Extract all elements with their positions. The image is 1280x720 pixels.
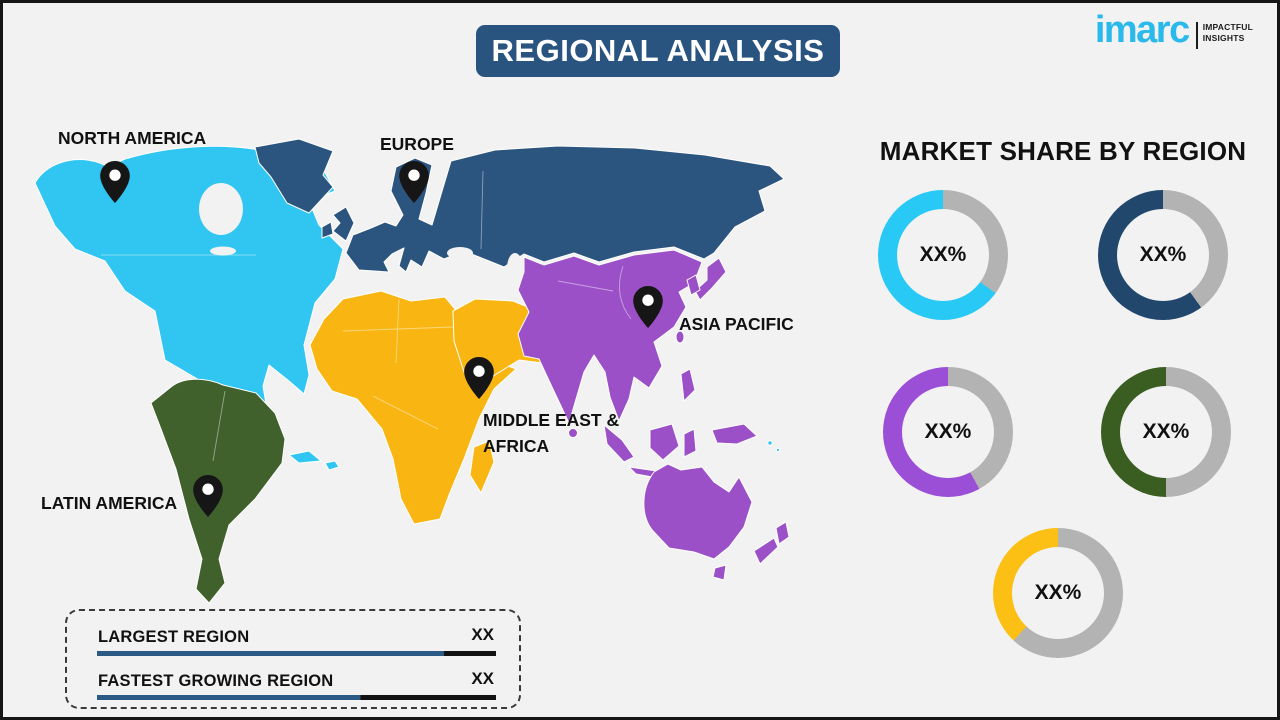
- label-middle-east-africa: MIDDLE EAST & AFRICA: [483, 410, 620, 456]
- donut-north-america: XX%: [878, 190, 1008, 320]
- donut-value-north-america: XX%: [897, 209, 989, 301]
- legend-bar-largest: [97, 651, 496, 656]
- donut-asia-pacific: XX%: [883, 367, 1013, 497]
- map-pin-latin-america: [193, 475, 223, 517]
- donut-value-europe: XX%: [1117, 209, 1209, 301]
- page-title: REGIONAL ANALYSIS: [491, 33, 825, 68]
- legend-label-largest: LARGEST REGION: [98, 628, 250, 646]
- legend-value-fastest: XX: [471, 669, 494, 688]
- label-asia-pacific: ASIA PACIFIC: [679, 314, 794, 334]
- legend-box: LARGEST REGION XX FASTEST GROWING REGION…: [65, 609, 521, 709]
- map-pin-north-america: [100, 161, 130, 203]
- logo-tagline: IMPACTFUL INSIGHTS: [1202, 22, 1253, 44]
- donut-latin-america: XX%: [1101, 367, 1231, 497]
- world-map: [34, 138, 790, 604]
- map-pin-middle-east-africa: [464, 357, 494, 399]
- logo-divider: [1195, 22, 1198, 49]
- donut-europe: XX%: [1098, 190, 1228, 320]
- legend-bar-fastest: [97, 695, 496, 700]
- country-borders: [101, 170, 632, 462]
- donut-value-latin-america: XX%: [1120, 386, 1212, 478]
- donut-middle-east-africa: XX%: [993, 528, 1123, 658]
- sea-cutouts: [199, 183, 523, 283]
- legend-value-largest: XX: [471, 625, 494, 644]
- region-europe: [254, 138, 785, 273]
- imarc-logo: imarc IMPACTFUL INSIGHTS: [1094, 9, 1253, 51]
- imarc-wordmark: imarc: [1094, 9, 1190, 51]
- donut-value-asia-pacific: XX%: [902, 386, 994, 478]
- donut-value-middle-east-africa: XX%: [1012, 547, 1104, 639]
- market-share-title: MARKET SHARE BY REGION: [879, 136, 1247, 166]
- title-banner: REGIONAL ANALYSIS: [476, 25, 840, 77]
- label-north-america: NORTH AMERICA: [58, 128, 207, 148]
- label-latin-america: LATIN AMERICA: [41, 493, 178, 513]
- map-pin-europe: [399, 161, 429, 203]
- legend-label-fastest: FASTEST GROWING REGION: [98, 672, 334, 690]
- map-pin-asia-pacific: [633, 286, 663, 328]
- label-europe: EUROPE: [380, 134, 454, 154]
